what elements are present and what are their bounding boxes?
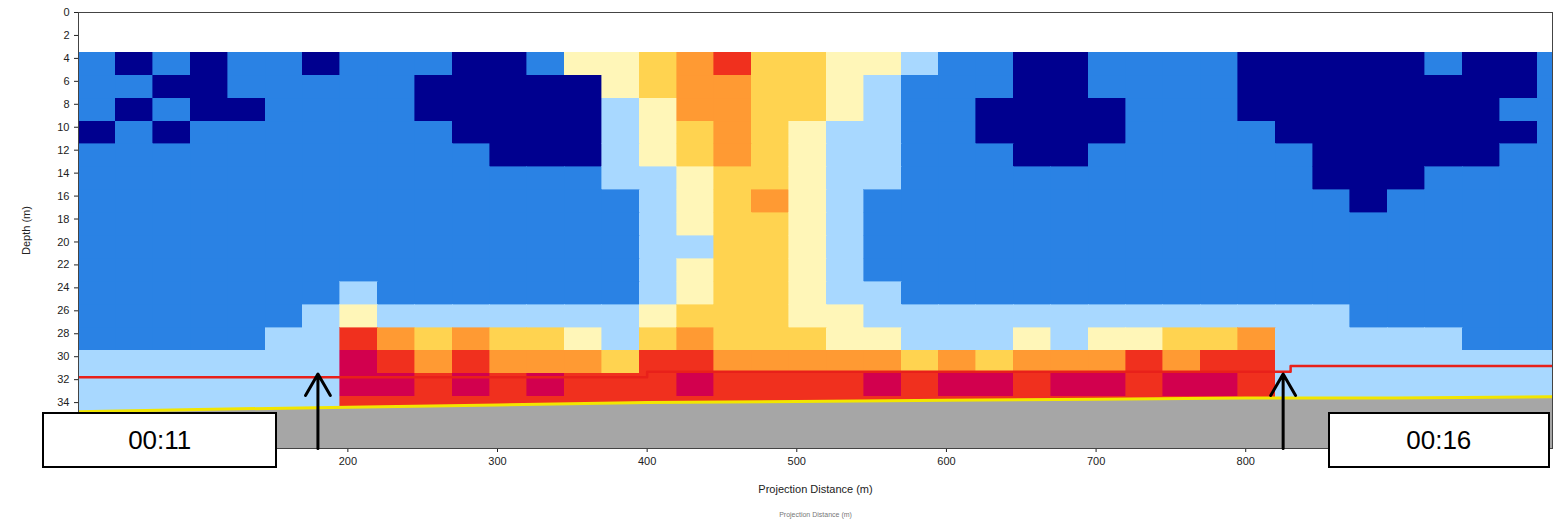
svg-text:14: 14 <box>57 167 69 179</box>
svg-text:34: 34 <box>57 396 69 408</box>
html-text:00:11: 00:11 <box>128 424 192 455</box>
svg-text:4: 4 <box>63 52 69 64</box>
svg-text:Projection Distance (m): Projection Distance (m) <box>779 511 852 519</box>
svg-text:2: 2 <box>63 29 69 41</box>
svg-text:6: 6 <box>63 75 69 87</box>
svg-text:400: 400 <box>638 455 656 467</box>
svg-text:Depth (m): Depth (m) <box>20 206 32 255</box>
svg-text:24: 24 <box>57 281 69 293</box>
svg-text:500: 500 <box>788 455 806 467</box>
svg-text:Projection Distance (m): Projection Distance (m) <box>758 483 872 495</box>
svg-text:200: 200 <box>339 455 357 467</box>
svg-text:18: 18 <box>57 213 69 225</box>
svg-text:800: 800 <box>1237 455 1255 467</box>
svg-text:700: 700 <box>1087 455 1105 467</box>
svg-text:22: 22 <box>57 258 69 270</box>
svg-text:28: 28 <box>57 327 69 339</box>
svg-text:8: 8 <box>63 98 69 110</box>
svg-text:300: 300 <box>488 455 506 467</box>
svg-text:16: 16 <box>57 190 69 202</box>
svg-text:32: 32 <box>57 373 69 385</box>
svg-text:10: 10 <box>57 121 69 133</box>
svg-text:30: 30 <box>57 350 69 362</box>
svg-text:20: 20 <box>57 235 69 247</box>
svg-text:26: 26 <box>57 304 69 316</box>
svg-text:12: 12 <box>57 144 69 156</box>
svg-text:0: 0 <box>63 6 69 18</box>
html-text:00:16: 00:16 <box>1406 424 1472 455</box>
svg-text:600: 600 <box>937 455 955 467</box>
